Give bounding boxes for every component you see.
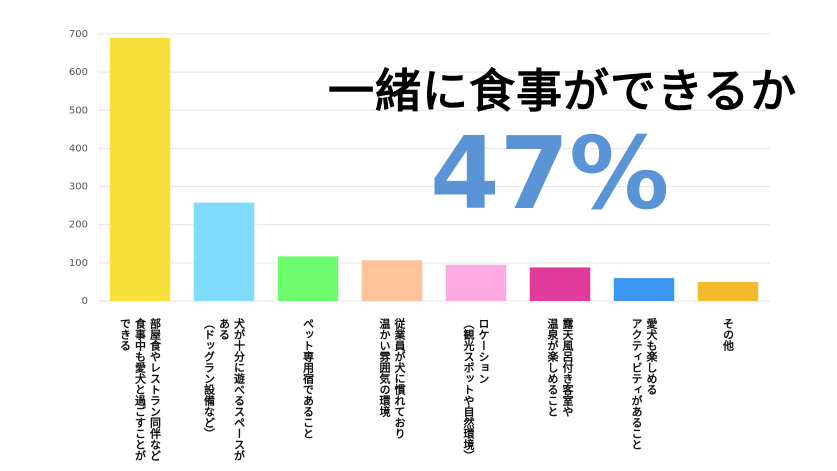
x-tick-label: ロケーション （観光スポットや自然環境） xyxy=(462,318,490,461)
bar xyxy=(529,267,591,301)
y-tick-label: 200 xyxy=(69,220,88,231)
x-tick-label: 愛犬も楽しめる アクティビティがあること xyxy=(630,318,658,450)
y-tick-label: 300 xyxy=(69,182,88,193)
bar xyxy=(277,256,339,301)
y-tick-label: 0 xyxy=(82,296,88,307)
x-tick-label: その他 xyxy=(721,318,735,351)
bar xyxy=(445,264,507,301)
y-tick-label: 600 xyxy=(69,67,88,78)
x-tick-label: 犬が十分に遊べるスペースがある （ドッグラン設備など） xyxy=(202,318,246,461)
bar xyxy=(109,37,171,302)
x-tick-label: 従業員が犬に慣れており 温かい雰囲気の環境 xyxy=(378,318,406,439)
x-tick-label: ペット専用宿であること xyxy=(301,318,315,439)
y-tick-label: 100 xyxy=(69,258,88,269)
bar xyxy=(697,281,759,301)
bar xyxy=(361,260,423,301)
annotation: 一緒に食事ができるか xyxy=(328,64,798,118)
bar xyxy=(193,202,255,301)
y-tick-label: 500 xyxy=(69,105,88,116)
y-tick-label: 700 xyxy=(69,29,88,40)
annotation: 47% xyxy=(430,115,670,232)
x-tick-label: 部屋食やレストラン同伴など 食事中も愛犬と過ごすことができる xyxy=(118,318,162,461)
bar xyxy=(613,278,675,301)
x-tick-label: 露天風呂付き客室や 温泉が楽しめること xyxy=(546,318,574,417)
y-tick-label: 400 xyxy=(69,143,88,154)
